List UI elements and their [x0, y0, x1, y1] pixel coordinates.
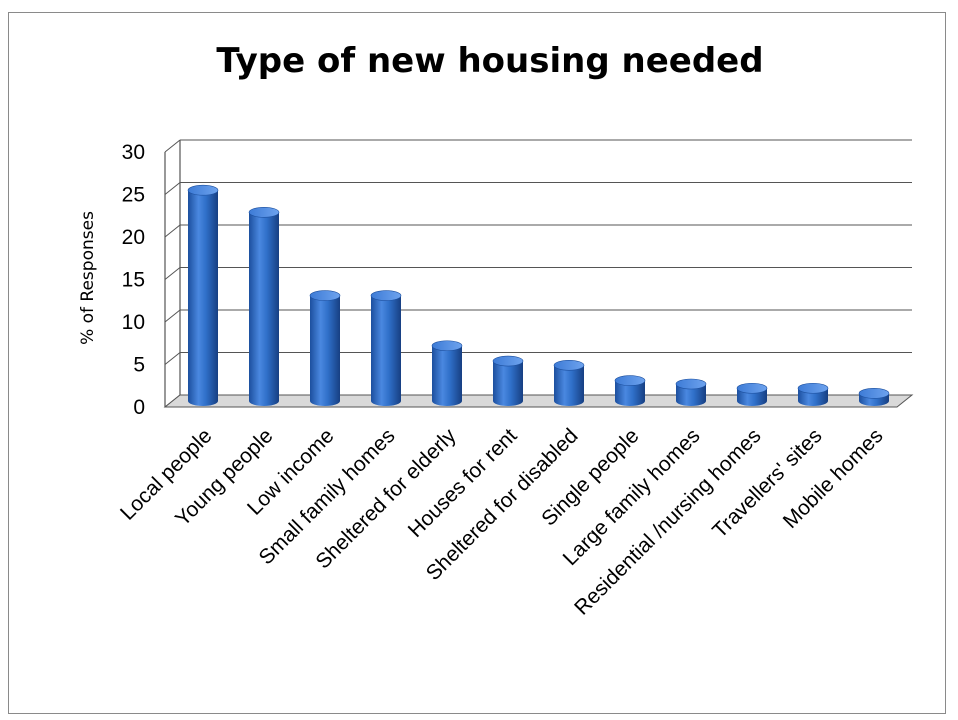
- bar-9: [736, 382, 768, 406]
- gridline-side: [164, 139, 181, 153]
- y-tick-label: 10: [122, 311, 145, 334]
- bar-top: [553, 359, 585, 371]
- y-axis-label: % of Responses: [78, 211, 98, 345]
- bars: [187, 184, 890, 406]
- y-tick-label: 5: [133, 354, 145, 377]
- chart-title: Type of new housing needed: [216, 41, 763, 81]
- bar-body: [371, 295, 401, 406]
- gridline-side: [164, 267, 181, 280]
- bar-top: [248, 207, 280, 218]
- y-tick-label: 0: [133, 396, 145, 419]
- chart-frame: [8, 12, 946, 714]
- bar-2: [309, 290, 341, 406]
- bar-top: [309, 290, 341, 301]
- chart-floor: [163, 394, 914, 408]
- gridline-side: [164, 224, 181, 238]
- gridline-side: [164, 352, 181, 365]
- bar-body: [188, 190, 218, 406]
- bar-top: [675, 378, 707, 390]
- x-tick-label: Houses for rent: [404, 424, 522, 542]
- y-tick-label: 20: [122, 226, 145, 249]
- bar-8: [675, 378, 707, 406]
- bar-top: [797, 382, 829, 394]
- bar-0: [187, 184, 219, 406]
- bar-body: [615, 380, 645, 406]
- bar-7: [614, 375, 646, 406]
- bar-3: [370, 290, 402, 406]
- bar-5: [492, 355, 524, 406]
- bar-6: [553, 359, 585, 406]
- bar-top: [492, 355, 524, 367]
- bar-top: [187, 184, 219, 196]
- y-tick-label: 30: [122, 141, 145, 164]
- bar-top: [614, 375, 646, 386]
- bar-1: [248, 207, 280, 406]
- y-ticks: 0 5 10 15 20 25 30: [122, 141, 145, 419]
- bar-top: [431, 340, 463, 352]
- bar-11: [858, 388, 890, 406]
- bar-body: [249, 212, 279, 406]
- bar-body: [676, 384, 706, 406]
- bar-body: [310, 295, 340, 406]
- bar-top: [858, 388, 890, 399]
- x-tick-label: Travellers' sites: [708, 424, 826, 542]
- bar-top: [736, 382, 768, 394]
- bar-10: [797, 382, 829, 406]
- bar-top: [370, 290, 402, 301]
- bar-body: [493, 361, 523, 406]
- gridline-side: [164, 309, 181, 323]
- grid-layer: [163, 139, 914, 408]
- y-tick-label: 25: [122, 184, 145, 207]
- gridline-side: [164, 182, 181, 195]
- bar-body: [554, 365, 584, 406]
- bar-4: [431, 340, 463, 406]
- bar-body: [432, 345, 462, 406]
- y-tick-label: 15: [122, 269, 145, 292]
